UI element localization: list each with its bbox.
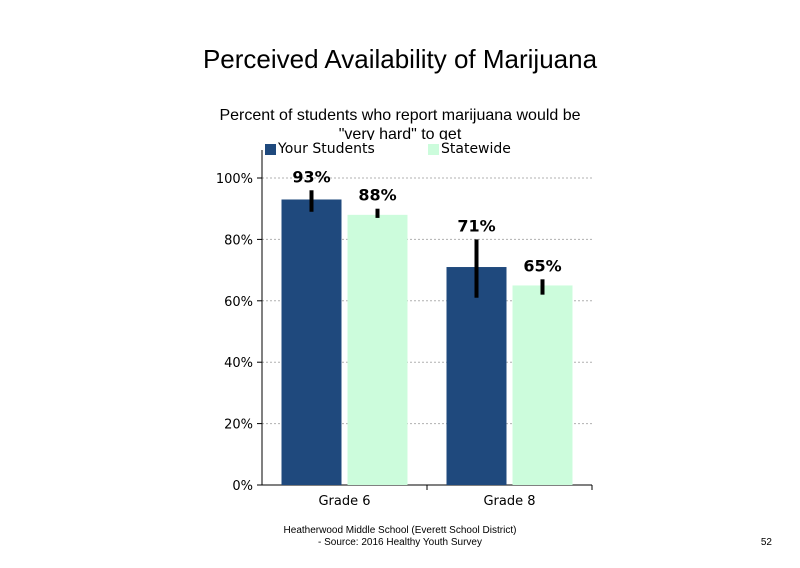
data-label-your-students-grade-8: 71%: [457, 216, 495, 235]
bar-statewide-grade-8: [512, 285, 573, 485]
legend-item-statewide: Statewide: [428, 140, 511, 158]
footer-source-line: - Source: 2016 Healthy Youth Survey: [318, 537, 482, 548]
chart-title: Perceived Availability of Marijuana: [202, 44, 598, 74]
bar-your-students-grade-6: [281, 199, 342, 486]
legend-swatch-your-students: [265, 143, 276, 155]
footer-source: Heatherwood Middle School (Everett Schoo…: [200, 525, 600, 549]
chart-legend: Your Students Statewide: [265, 140, 565, 158]
legend-label-your-students: Your Students: [278, 141, 375, 157]
y-tick-label-20: 20%: [224, 418, 253, 433]
data-label-your-students-grade-6: 93%: [292, 167, 330, 186]
legend-label-statewide: Statewide: [441, 141, 511, 157]
footer-school: Heatherwood Middle School (Everett Schoo…: [283, 525, 517, 536]
data-label-statewide-grade-8: 65%: [523, 256, 561, 275]
y-tick-label-80: 80%: [224, 233, 253, 248]
x-tick-label-grade-6: Grade 6: [318, 494, 370, 509]
y-tick-label-100: 100%: [216, 172, 253, 187]
y-tick-label-40: 40%: [224, 356, 253, 371]
page-number: 52: [760, 537, 772, 548]
y-tick-label-60: 60%: [224, 295, 253, 310]
data-label-statewide-grade-6: 88%: [358, 186, 396, 205]
y-tick-label-0: 0%: [232, 479, 253, 494]
legend-item-your-students: Your Students: [265, 140, 375, 158]
chart-subtitle: Percent of students who report marijuana…: [219, 107, 581, 140]
bar-statewide-grade-6: [347, 214, 408, 485]
bar-your-students-grade-8: [446, 267, 507, 485]
legend-swatch-statewide: [428, 143, 439, 155]
x-tick-label-grade-8: Grade 8: [483, 494, 535, 509]
